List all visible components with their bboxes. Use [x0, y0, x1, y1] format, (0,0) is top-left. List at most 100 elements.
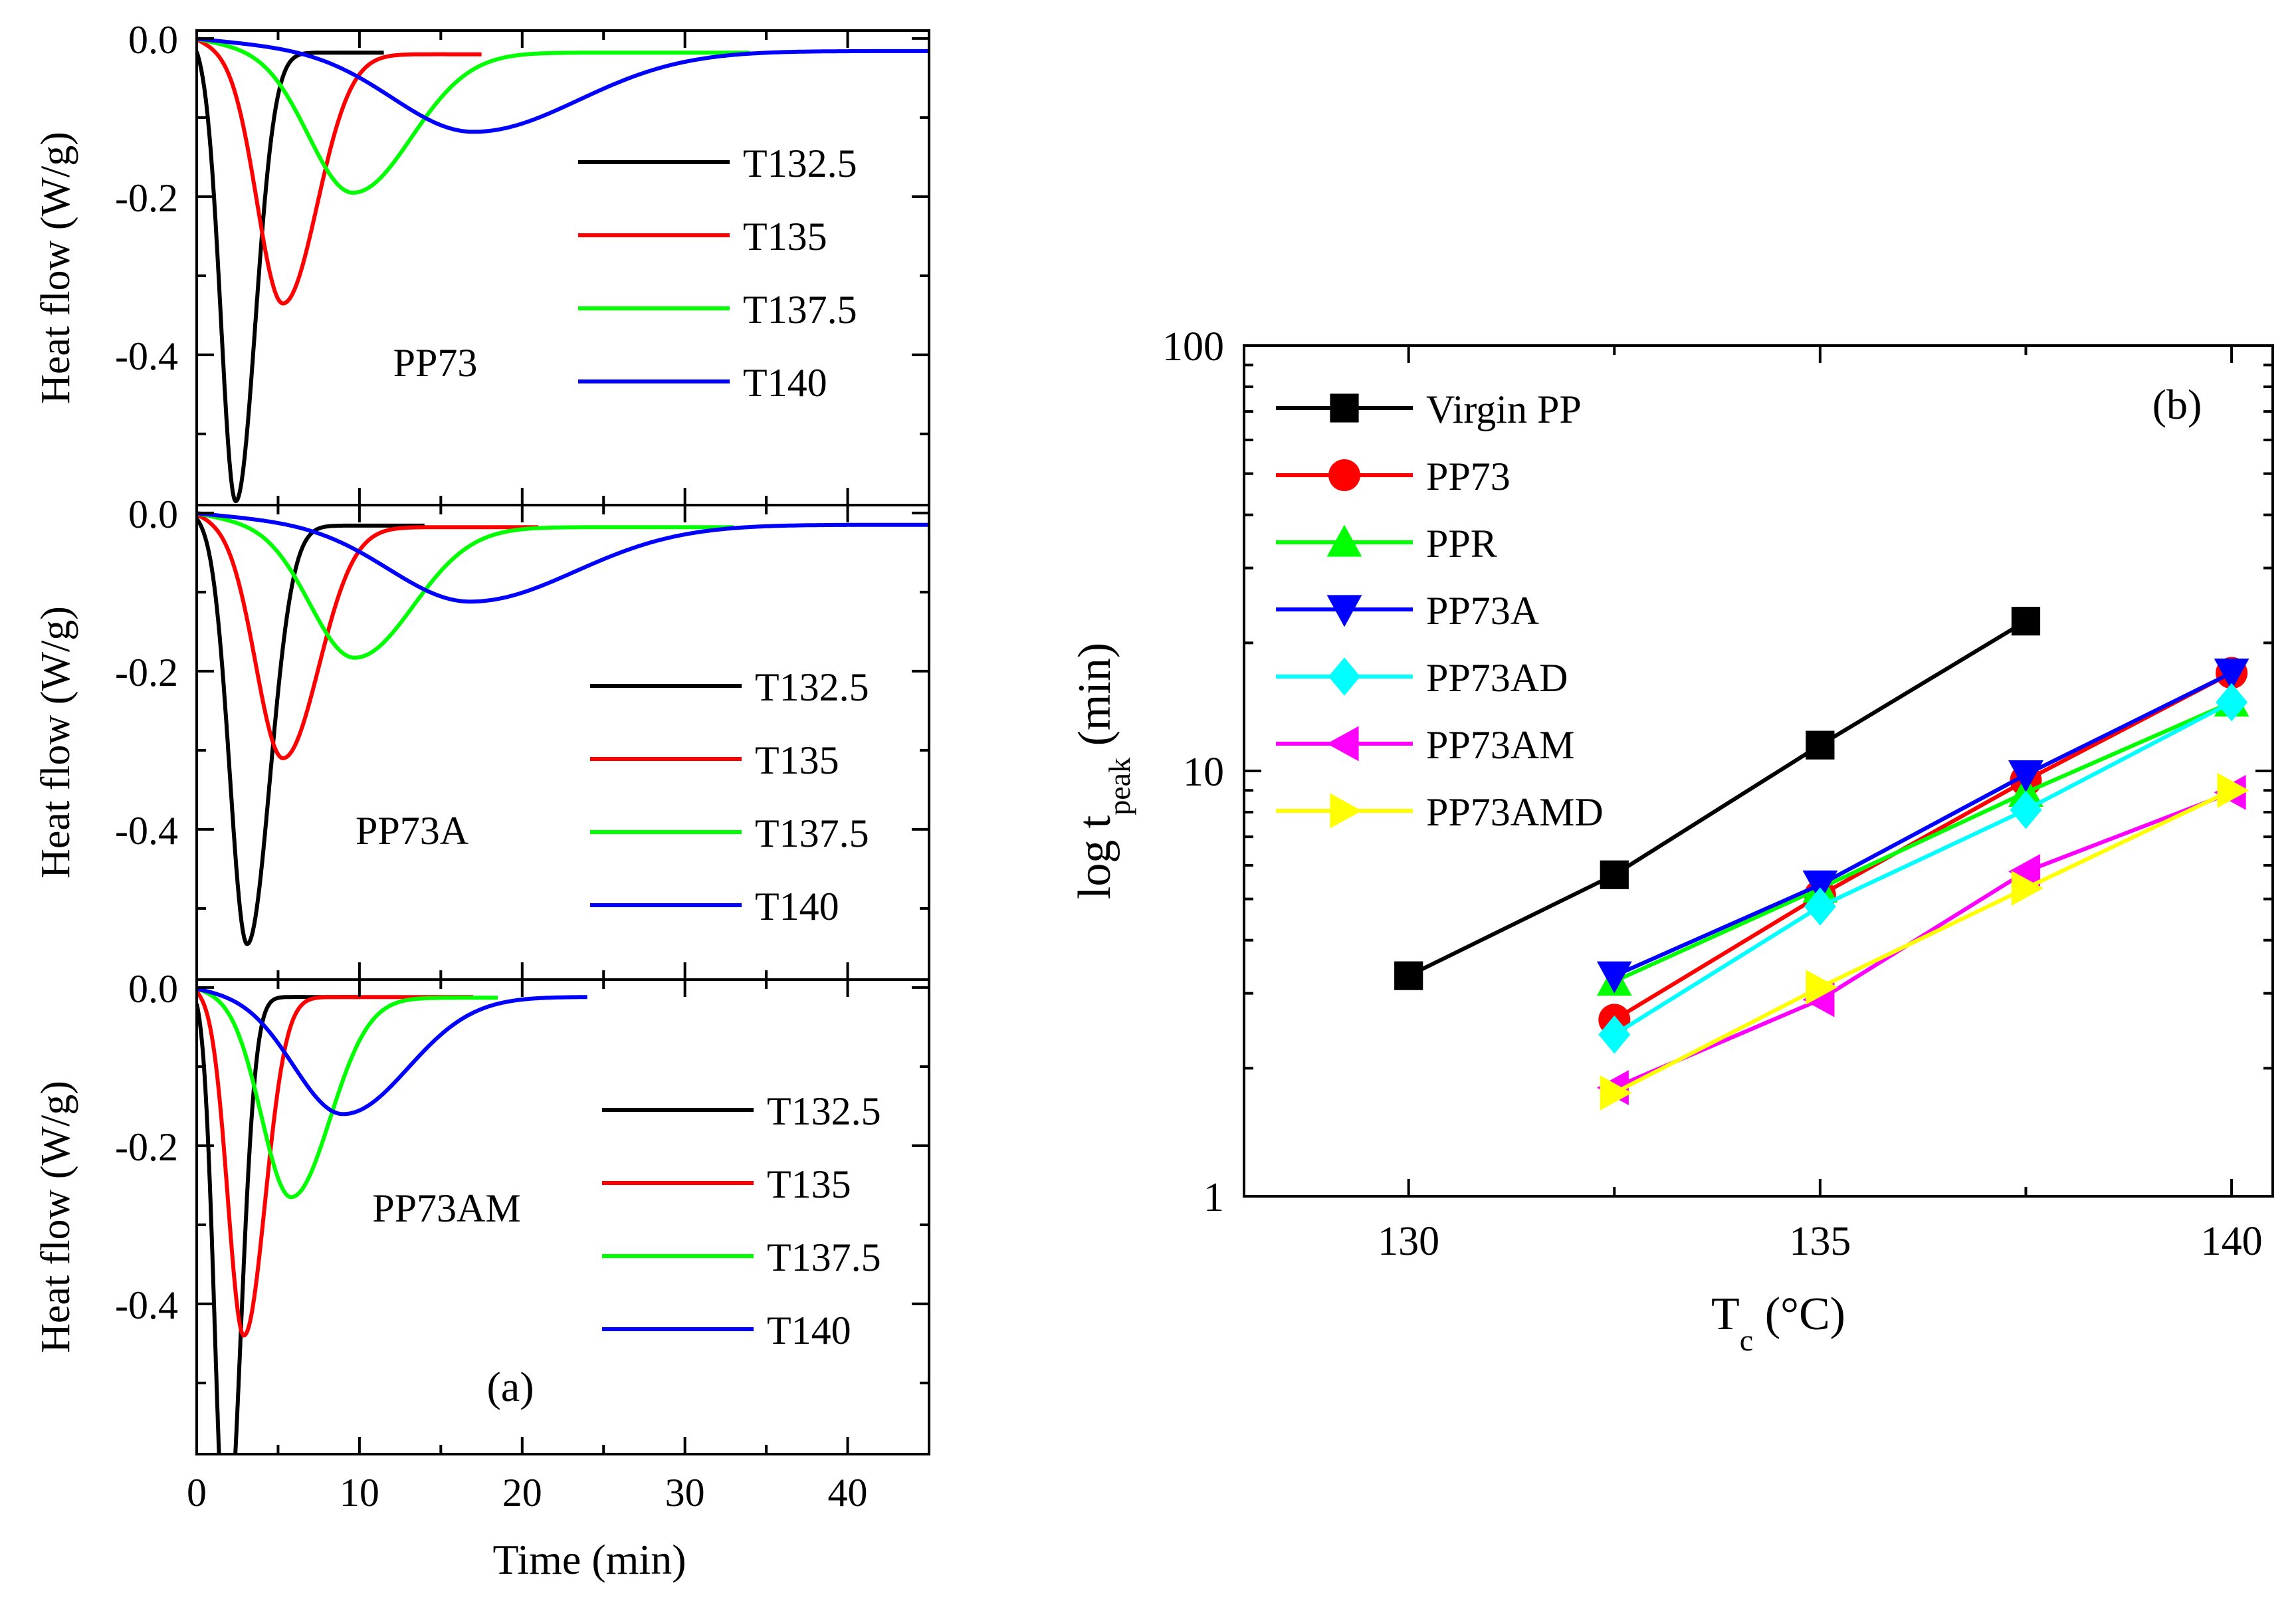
series-line-ppr — [1614, 700, 2233, 984]
panel-a-middle-plot: 0.0 -0.2 -0.4 Heat flow (W/g) PP73A T132.5 T13… — [33, 492, 930, 981]
legend-marker-pp73am — [1326, 726, 1359, 762]
data-point-pp73ad — [1804, 887, 1836, 926]
y-axis-label-unit: (min) — [1069, 643, 1120, 758]
legend-label-pp73ad: PP73AD — [1426, 656, 1568, 700]
panel-b-label: (b) — [2152, 381, 2202, 428]
plot-frame — [195, 978, 930, 1455]
curve-t140 — [197, 987, 587, 1117]
plot-frame — [1243, 344, 2274, 1198]
data-point-virgin-pp — [2011, 607, 2041, 636]
legend-label-t135: T135 — [755, 738, 839, 782]
y-tick-label: -0.2 — [115, 1125, 178, 1169]
legend-marker-pp73 — [1328, 459, 1360, 491]
curve-t140 — [197, 37, 929, 134]
y-tick-label: 10 — [1183, 750, 1224, 795]
data-point-virgin-pp — [1394, 961, 1423, 990]
series-virgin-pp — [1394, 607, 2041, 990]
legend-label-pp73am: PP73AM — [1426, 723, 1574, 767]
legend-label-virgin-pp: Virgin PP — [1426, 387, 1582, 431]
x-axis-label-main: T — [1711, 1289, 1740, 1340]
y-tick-label: 1 — [1203, 1175, 1224, 1220]
legend-label-t132-5: T132.5 — [755, 665, 869, 709]
sample-label: PP73AM — [372, 1186, 520, 1230]
data-point-pp73amd — [1806, 970, 1838, 1005]
data-point-pp73a — [2214, 658, 2249, 691]
series-line-pp73amd — [1613, 788, 2233, 1095]
y-tick-label: -0.4 — [115, 334, 178, 378]
panel-a-top-plot: 0.0 -0.2 -0.4 Heat flow (W/g) PP73 T132.5 T135… — [33, 18, 930, 506]
series-pp73a — [1596, 658, 2249, 994]
data-point-virgin-pp — [1806, 730, 1835, 760]
series-pp73amd — [1600, 772, 2249, 1111]
y-axis-label: Heat flow (W/g) — [33, 132, 78, 404]
data-point-pp73amd — [2217, 772, 2249, 808]
y-axis-label-main: log t — [1069, 815, 1120, 899]
x-tick-label: 10 — [340, 1471, 379, 1515]
y-tick-label: 0.0 — [128, 967, 178, 1011]
series-line-virgin-pp — [1408, 619, 2028, 978]
legend-marker-pp73amd — [1330, 793, 1362, 829]
data-point-pp73a — [1802, 870, 1838, 903]
sample-label: PP73A — [356, 809, 469, 853]
legend-label-t132-5: T132.5 — [743, 142, 857, 185]
legend-label-ppr: PPR — [1426, 522, 1497, 566]
x-axis-label-sub: c — [1740, 1323, 1753, 1357]
y-axis-label-sub: peak — [1102, 758, 1136, 815]
panel-a-bottom-plot: 0.0 -0.2 -0.4 0 10 20 30 40 Heat flow (W/g) Time … — [33, 967, 930, 1583]
legend-marker-virgin-pp — [1330, 393, 1359, 423]
data-point-pp73ad — [1598, 1015, 1631, 1054]
x-tick-label: 40 — [828, 1471, 868, 1515]
x-tick-label: 20 — [502, 1471, 542, 1515]
y-tick-label: 0.0 — [128, 18, 178, 62]
x-axis-label: Tc (°C) — [1711, 1289, 1845, 1357]
data-point-virgin-pp — [1600, 860, 1629, 889]
legend-marker-ppr — [1326, 524, 1362, 557]
legend-label-t137-5: T137.5 — [755, 811, 869, 855]
y-axis-label: log tpeak (min) — [1069, 643, 1136, 899]
curve-t137-5 — [197, 37, 750, 195]
legend-label-t137-5: T137.5 — [767, 1235, 881, 1279]
x-tick-label: 135 — [1789, 1219, 1851, 1264]
curve-t137-5 — [197, 511, 734, 660]
legend-label-pp73amd: PP73AMD — [1426, 790, 1604, 834]
y-tick-label: -0.2 — [115, 651, 178, 695]
data-point-pp73ad — [2010, 790, 2042, 829]
legend-label-t135: T135 — [743, 215, 827, 259]
series-line-pp73ad — [1613, 700, 2233, 1037]
legend-label-pp73a: PP73A — [1426, 589, 1539, 633]
legend-label-t132-5: T132.5 — [767, 1089, 881, 1133]
legend-marker-pp73a — [1326, 595, 1362, 627]
data-point-pp73a — [2008, 760, 2043, 792]
series-line-pp73a — [1614, 671, 2233, 978]
data-point-pp73am — [2008, 854, 2041, 889]
y-tick-label: 0.0 — [128, 492, 178, 536]
data-point-pp73a — [1596, 961, 1632, 994]
y-axis-label: Heat flow (W/g) — [33, 1081, 78, 1353]
panel-b-plot: 130 135 140 1 10 100 Virgin PP PP73 PPR PP73A PP73… — [1069, 324, 2274, 1357]
curve-t132-5 — [197, 517, 425, 946]
x-axis-label-unit: (°C) — [1753, 1289, 1845, 1340]
y-tick-label: -0.4 — [115, 809, 178, 853]
legend-label-pp73: PP73 — [1426, 455, 1511, 498]
curve-t135 — [197, 512, 539, 760]
legend-label-t137-5: T137.5 — [743, 288, 857, 332]
curve-t132-5 — [197, 51, 384, 503]
legend-label-t135: T135 — [767, 1162, 851, 1206]
data-point-pp73ad — [2216, 683, 2248, 722]
x-tick-label: 0 — [187, 1471, 207, 1515]
data-point-pp73amd — [2011, 871, 2043, 906]
panel-a-label: (a) — [486, 1363, 534, 1410]
data-point-pp73amd — [1600, 1075, 1632, 1111]
x-axis-label: Time (min) — [493, 1536, 686, 1583]
curve-t135 — [197, 37, 482, 306]
y-axis-label: Heat flow (W/g) — [33, 606, 78, 879]
plot-frame — [195, 29, 930, 506]
y-tick-label: -0.2 — [115, 176, 178, 220]
legend-label-t140: T140 — [755, 885, 839, 928]
series-ppr — [1596, 685, 2249, 996]
x-tick-label: 30 — [665, 1471, 705, 1515]
y-tick-label: -0.4 — [115, 1283, 178, 1327]
legend-marker-pp73ad — [1328, 657, 1360, 696]
x-tick-label: 130 — [1378, 1219, 1439, 1264]
